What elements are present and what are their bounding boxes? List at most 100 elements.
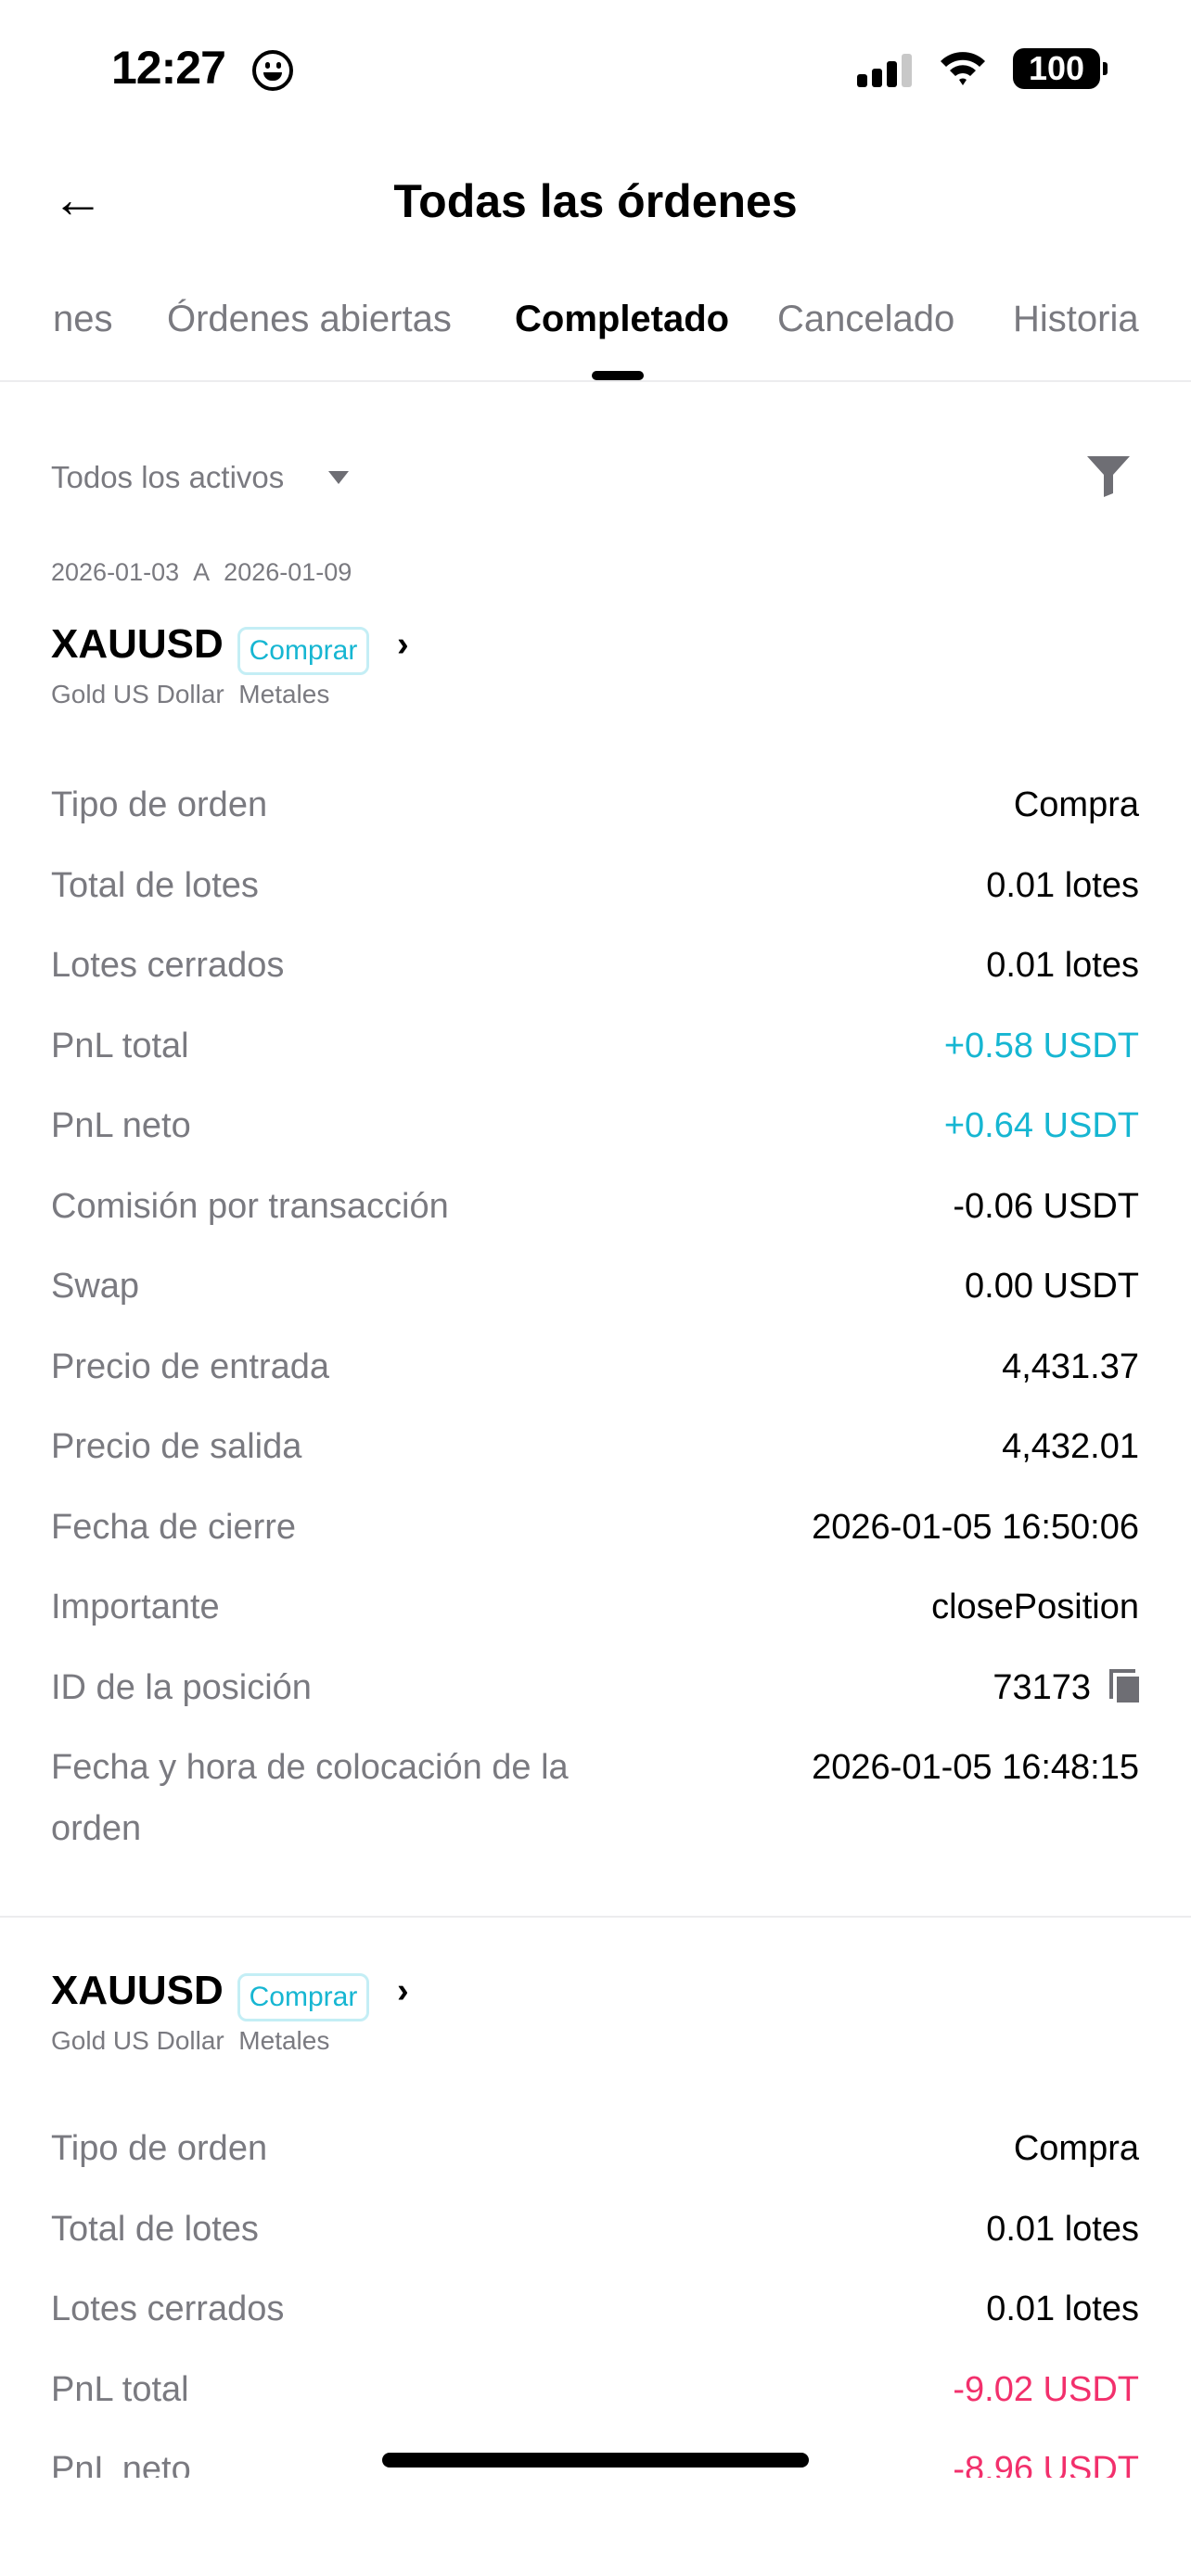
row-value-wrap: closePosition	[931, 1576, 1139, 1638]
row-value: +0.64 USDT	[943, 1106, 1139, 1145]
row-value: 2026-01-05 16:50:06	[812, 1507, 1139, 1547]
wifi-icon	[937, 46, 989, 97]
row-value-wrap: -0.06 USDT	[953, 1176, 1139, 1237]
date-separator: A	[193, 558, 211, 586]
row-value-wrap: 4,432.01	[1002, 1416, 1139, 1477]
back-arrow-icon[interactable]: ←	[52, 170, 104, 228]
row-value-wrap: 73173	[992, 1657, 1139, 1718]
row-value: Compra	[1013, 2129, 1139, 2168]
row-label: Swap	[51, 1267, 140, 1306]
date-range: 2026-01-03 A 2026-01-09	[51, 558, 352, 587]
side-badge: Comprar	[237, 627, 369, 675]
row-label: Precio de entrada	[51, 1346, 329, 1386]
detail-row: Lotes cerrados 0.01 lotes	[51, 935, 1139, 996]
row-label: PnL total	[51, 1026, 189, 1065]
row-value: closePosition	[931, 1588, 1139, 1626]
instrument-category: Metales	[238, 680, 330, 708]
row-value-wrap: 4,431.37	[1002, 1336, 1139, 1397]
row-label: Fecha y hora de colocación de la orden	[51, 1748, 569, 1848]
detail-row: Total de lotes 0.01 lotes	[51, 2199, 1139, 2260]
row-label: Lotes cerrados	[51, 946, 285, 985]
order-symbol[interactable]: XAUUSD	[51, 1968, 224, 2013]
copy-icon[interactable]	[1109, 1668, 1139, 1702]
instrument-name: Gold US Dollar	[51, 680, 224, 708]
row-label: Total de lotes	[51, 865, 259, 905]
row-value: 4,431.37	[1002, 1346, 1139, 1386]
row-label: Importante	[51, 1588, 220, 1626]
asset-filter-dropdown[interactable]: Todos los activos	[51, 460, 285, 494]
row-label: PnL neto	[51, 2450, 191, 2478]
detail-row: PnL neto +0.64 USDT	[51, 1095, 1139, 1156]
row-value: 0.01 lotes	[986, 2289, 1139, 2328]
row-value: -0.06 USDT	[953, 1186, 1139, 1226]
detail-row: Tipo de orden Compra	[51, 774, 1139, 835]
row-value: 2026-01-05 16:48:15	[812, 1748, 1139, 1787]
row-value-wrap: 2026-01-05 16:50:06	[812, 1497, 1139, 1558]
detail-row: Fecha de cierre 2026-01-05 16:50:06	[51, 1497, 1139, 1558]
smiley-icon	[252, 50, 293, 91]
detail-row: Precio de salida 4,432.01	[51, 1416, 1139, 1477]
detail-row: Precio de entrada 4,431.37	[51, 1336, 1139, 1397]
tab-open-orders[interactable]: Órdenes abiertas	[167, 299, 452, 339]
row-value: 0.01 lotes	[986, 946, 1139, 985]
row-value: 73173	[992, 1667, 1091, 1707]
row-value: 0.01 lotes	[986, 2209, 1139, 2249]
row-value: 4,432.01	[1002, 1427, 1139, 1466]
side-badge: Comprar	[237, 1973, 369, 2021]
row-value-wrap: +0.58 USDT	[944, 1015, 1139, 1077]
cellular-signal-icon	[857, 50, 912, 87]
home-indicator[interactable]	[382, 2453, 809, 2468]
detail-row: PnL total +0.58 USDT	[51, 1015, 1139, 1077]
instrument-subtitle: Gold US Dollar Metales	[51, 680, 329, 709]
detail-row: Tipo de orden Compra	[51, 2118, 1139, 2179]
row-value: 0.00 USDT	[965, 1267, 1139, 1306]
page-title: Todas las órdenes	[393, 175, 798, 227]
row-value: 0.01 lotes	[986, 865, 1139, 905]
row-label: ID de la posición	[51, 1667, 312, 1707]
tab-history[interactable]: Historia	[1013, 299, 1139, 339]
row-value-wrap: 0.01 lotes	[986, 2278, 1139, 2340]
row-value-wrap: 0.00 USDT	[965, 1256, 1139, 1317]
detail-row: Comisión por transacción -0.06 USDT	[51, 1176, 1139, 1237]
date-to: 2026-01-09	[224, 558, 352, 586]
screen: 12:27 100 ← Todas las órdenes nes Órdene…	[0, 42, 1191, 2478]
detail-row: Fecha y hora de colocación de la orden 2…	[51, 1737, 1139, 1859]
order-tabs: nes Órdenes abiertas Completado Cancelad…	[0, 299, 1191, 382]
row-value-wrap: -9.02 USDT	[953, 2359, 1139, 2420]
row-value: -9.02 USDT	[953, 2369, 1139, 2409]
row-value-wrap: +0.64 USDT	[944, 1095, 1139, 1156]
caret-down-icon[interactable]	[328, 471, 349, 484]
detail-row: Importante closePosition	[51, 1576, 1139, 1638]
row-value: +0.58 USDT	[943, 1026, 1139, 1065]
row-label: Tipo de orden	[51, 2129, 268, 2168]
row-value-wrap: 0.01 lotes	[986, 855, 1139, 916]
detail-row: ID de la posición 73173	[51, 1657, 1139, 1718]
row-value-wrap: Compra	[1014, 774, 1139, 835]
chevron-right-icon[interactable]: ›	[397, 625, 409, 664]
active-tab-indicator	[592, 371, 644, 380]
row-value: Compra	[1013, 785, 1139, 824]
row-value-wrap: 2026-01-05 16:48:15	[812, 1737, 1139, 1859]
detail-row: Total de lotes 0.01 lotes	[51, 855, 1139, 916]
row-label: Precio de salida	[51, 1427, 302, 1466]
instrument-subtitle: Gold US Dollar Metales	[51, 2026, 329, 2056]
detail-row: Lotes cerrados 0.01 lotes	[51, 2278, 1139, 2340]
row-label: Total de lotes	[51, 2209, 259, 2249]
row-label: Fecha de cierre	[51, 1507, 297, 1547]
detail-row: PnL neto -8.96 USDT	[51, 2439, 1139, 2478]
row-label: Tipo de orden	[51, 785, 268, 824]
row-value-wrap: Compra	[1014, 2118, 1139, 2179]
chevron-right-icon[interactable]: ›	[397, 1971, 409, 2010]
tab-partial[interactable]: nes	[53, 299, 113, 339]
filter-funnel-icon[interactable]	[1085, 454, 1132, 502]
detail-row: Swap 0.00 USDT	[51, 1256, 1139, 1317]
row-value-wrap: -8.96 USDT	[953, 2439, 1139, 2478]
row-label: Comisión por transacción	[51, 1186, 449, 1226]
instrument-category: Metales	[238, 2026, 330, 2055]
tab-cancelled[interactable]: Cancelado	[777, 299, 955, 339]
tab-completed[interactable]: Completado	[515, 299, 730, 339]
instrument-name: Gold US Dollar	[51, 2026, 224, 2055]
order-symbol[interactable]: XAUUSD	[51, 621, 224, 667]
card-divider	[0, 1916, 1191, 1918]
status-time: 12:27	[111, 42, 226, 94]
